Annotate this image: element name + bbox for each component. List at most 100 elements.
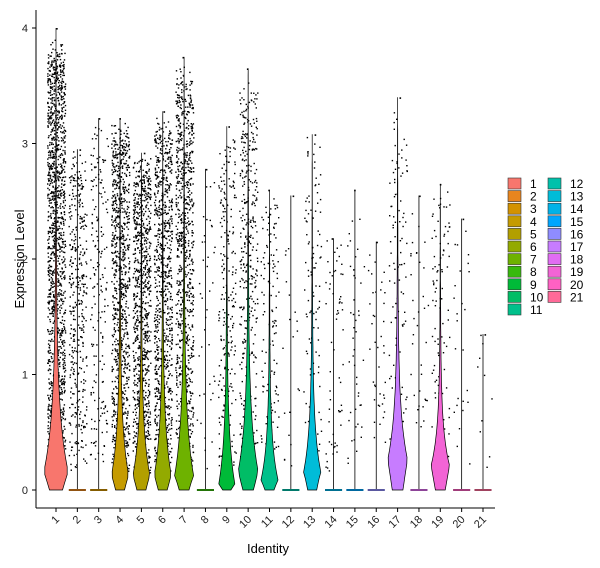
data-point (123, 149, 125, 151)
data-point (95, 428, 98, 430)
data-point (182, 212, 184, 214)
data-point (181, 137, 183, 140)
data-point (62, 122, 65, 124)
data-point (61, 192, 63, 194)
data-point (54, 81, 56, 83)
data-point (61, 96, 63, 98)
data-point (93, 442, 95, 444)
data-point (168, 414, 170, 416)
data-point (167, 365, 169, 368)
data-point (124, 140, 126, 142)
data-point (97, 161, 99, 164)
data-point (63, 384, 65, 386)
data-point (114, 181, 116, 183)
data-point (78, 423, 80, 426)
data-point (78, 398, 81, 401)
data-point (47, 78, 49, 80)
data-point (142, 224, 145, 226)
data-point (57, 158, 59, 161)
data-point (61, 330, 63, 333)
data-point (126, 284, 129, 286)
data-point (83, 219, 85, 222)
data-point (125, 238, 128, 240)
data-point (188, 190, 191, 192)
data-point (111, 159, 113, 162)
data-point (122, 286, 125, 288)
data-point (146, 318, 148, 320)
data-point (62, 414, 65, 416)
data-point (124, 372, 126, 374)
data-point (154, 249, 156, 252)
data-point (81, 320, 83, 323)
data-point (160, 316, 162, 318)
data-point (157, 215, 159, 217)
data-point (52, 360, 55, 362)
data-point (125, 306, 127, 308)
data-point (60, 140, 63, 142)
data-point (165, 300, 167, 303)
data-point (63, 126, 65, 129)
data-point (127, 410, 129, 413)
data-point (135, 278, 137, 280)
data-point (157, 257, 160, 259)
data-point (167, 219, 170, 222)
data-point (120, 295, 123, 297)
data-point (128, 464, 131, 466)
data-point (157, 353, 159, 355)
data-point (51, 94, 53, 96)
data-point (142, 199, 144, 202)
data-point (133, 194, 135, 196)
data-point (157, 255, 160, 257)
data-point (57, 149, 59, 151)
data-point (53, 199, 55, 201)
data-point (120, 180, 122, 183)
data-point (48, 154, 50, 156)
data-point (61, 246, 63, 248)
data-point (58, 74, 60, 76)
data-point (163, 228, 166, 230)
data-point (136, 182, 139, 185)
data-point (154, 276, 156, 279)
data-point (52, 270, 54, 273)
data-point (154, 392, 156, 394)
data-point (170, 275, 172, 277)
data-point (117, 302, 120, 305)
data-point (83, 251, 86, 253)
data-point (95, 206, 97, 208)
data-point (111, 215, 113, 217)
data-point (96, 235, 98, 238)
data-point (165, 151, 167, 154)
data-point (80, 336, 82, 338)
data-point (156, 161, 158, 163)
data-point (180, 218, 183, 220)
data-point (54, 105, 56, 108)
data-point (127, 248, 129, 250)
data-point (122, 375, 125, 378)
data-point (166, 323, 168, 326)
data-point (113, 237, 115, 240)
data-point (137, 396, 139, 398)
data-point (58, 281, 60, 283)
data-point (141, 186, 143, 188)
data-point (83, 228, 85, 230)
data-point (112, 190, 114, 193)
data-point (49, 292, 52, 294)
data-point (160, 208, 162, 210)
data-point (166, 282, 168, 284)
data-point (56, 109, 58, 112)
data-point (47, 62, 49, 64)
data-point (157, 326, 159, 328)
data-point (191, 258, 193, 260)
data-point (164, 190, 166, 193)
data-point (49, 92, 52, 94)
data-point (145, 324, 147, 327)
data-point (54, 174, 56, 177)
data-point (73, 240, 75, 242)
data-point (58, 197, 60, 199)
data-point (134, 206, 136, 209)
data-point (125, 320, 127, 322)
data-point (73, 393, 75, 395)
data-point (122, 153, 124, 155)
data-point (50, 254, 52, 256)
data-point (51, 247, 53, 250)
